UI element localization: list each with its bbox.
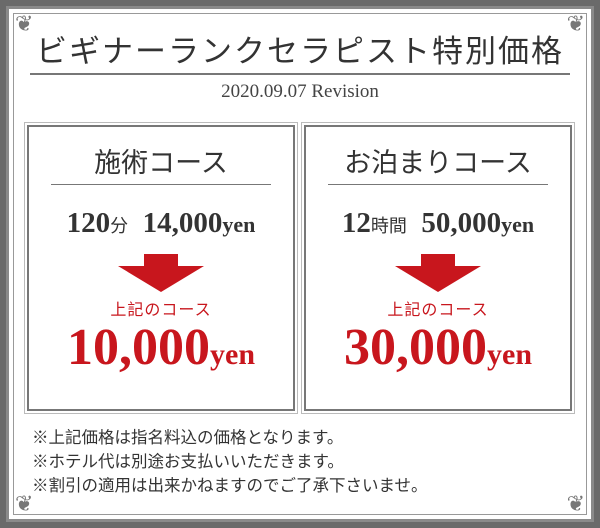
course-name: 施術コース [94,148,228,178]
currency-unit: yen [210,338,255,371]
corner-ornament-icon: ❦ [566,491,585,516]
down-arrow-icon [395,254,481,292]
poster-frame: ❦ ❦ ❦ ❦ [6,6,594,522]
footnotes: ※上記価格は指名料込の価格となります。 ※ホテル代は別途お支払いいただきます。 … [32,426,428,498]
footnote: ※ホテル代は別途お支払いいただきます。 [32,452,344,471]
course-divider [51,184,271,185]
duration-unit: 時間 [370,216,407,236]
corner-ornament-icon: ❦ [15,491,34,516]
corner-ornament-icon: ❦ [566,11,585,36]
page-title: ビギナーランクセラピスト特別価格 [36,34,564,69]
duration-unit: 分 [110,216,129,236]
footnote: ※割引の適用は出来かねますのでご了承下さいませ。 [32,476,428,495]
original-price-value: 14,000 [142,207,223,239]
duration: 120 [66,207,111,239]
currency-unit: yen [222,212,256,237]
currency-unit: yen [487,338,532,371]
down-arrow-icon [118,254,204,292]
corner-ornament-icon: ❦ [15,11,34,36]
course-name: お泊まりコース [344,148,532,178]
course-panel-overnight: お泊まりコース 12時間 50,000yen 上記のコース 30,000yen [301,122,575,414]
course-divider [328,184,548,185]
course-panel-treatment: 施術コース 120分 14,000yen 上記のコース 10,000yen [24,122,298,414]
discount-price-value: 30,000 [344,319,487,376]
revision-date: 2020.09.07 Revision [221,81,379,102]
title-divider [30,73,570,75]
discount-note: 上記のコース [110,302,212,319]
discount-price-value: 10,000 [67,319,210,376]
discount-note: 上記のコース [387,302,489,319]
duration: 12 [341,207,371,239]
original-price-value: 50,000 [421,207,502,239]
original-price: 120分 14,000yen [29,207,293,240]
footnote: ※上記価格は指名料込の価格となります。 [32,428,344,447]
original-price: 12時間 50,000yen [306,207,570,240]
inner-border [13,13,587,515]
discount-price: 10,000yen [29,318,293,377]
currency-unit: yen [501,212,535,237]
discount-price: 30,000yen [306,318,570,377]
